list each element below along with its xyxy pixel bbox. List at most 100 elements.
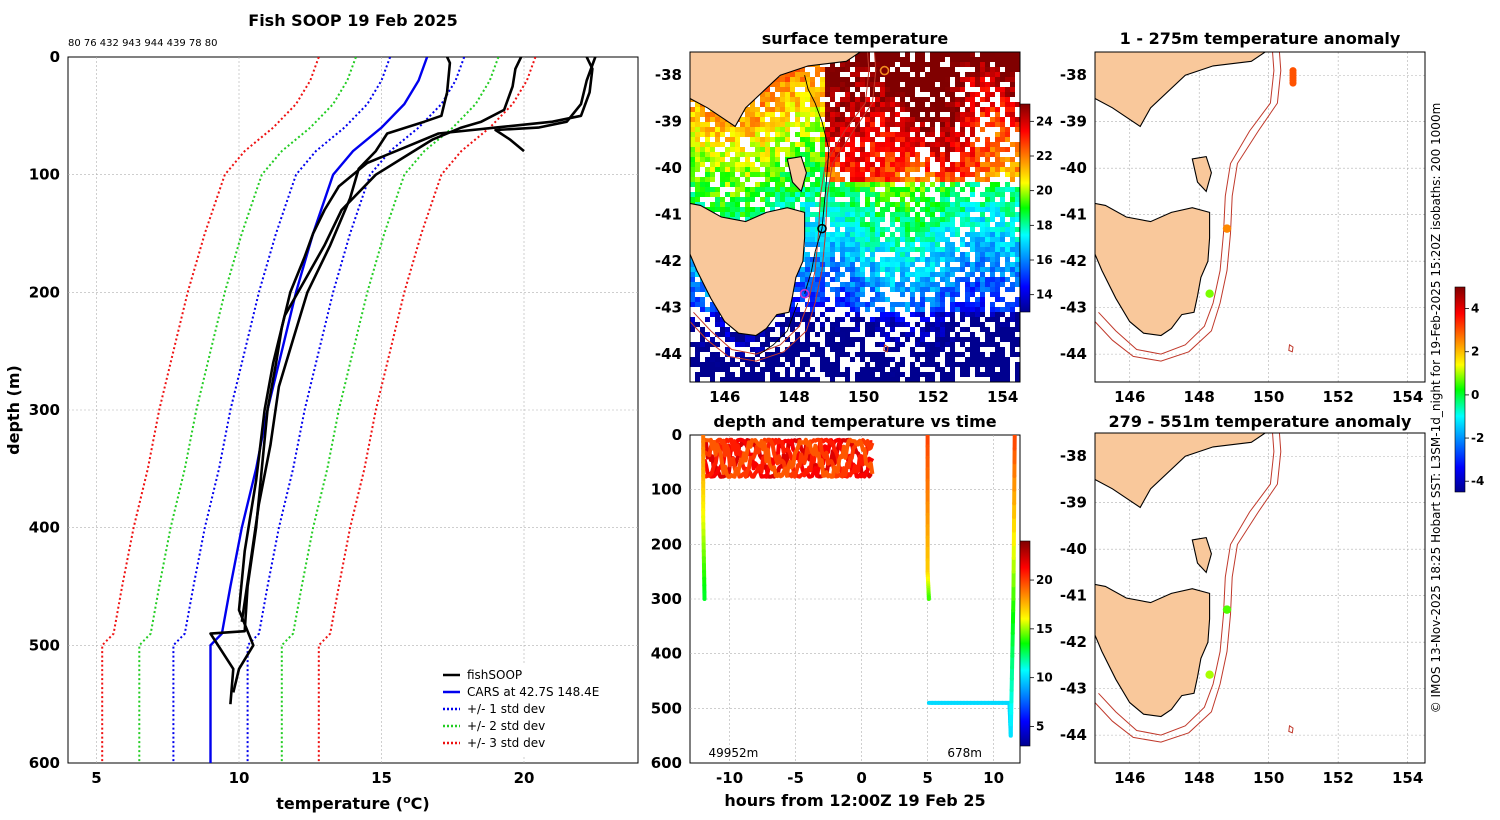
sst-cell bbox=[880, 227, 885, 232]
sst-cell bbox=[995, 172, 1000, 177]
sst-cell bbox=[995, 87, 1000, 92]
sst-cell bbox=[900, 122, 905, 127]
sst-cell bbox=[995, 162, 1000, 167]
sst-cell bbox=[970, 222, 975, 227]
sst-cell bbox=[900, 257, 905, 262]
sst-cell bbox=[975, 222, 980, 227]
sst-cell bbox=[740, 337, 745, 342]
sst-cell bbox=[850, 302, 855, 307]
sst-cell bbox=[885, 102, 890, 107]
time-data bbox=[701, 435, 1017, 738]
sst-cell bbox=[960, 112, 965, 117]
sst-cell bbox=[975, 102, 980, 107]
sst-cell bbox=[1010, 77, 1015, 82]
sst-cell bbox=[1000, 307, 1005, 312]
sst-cell bbox=[730, 132, 735, 137]
sst-cell bbox=[840, 67, 845, 72]
sst-cell bbox=[760, 137, 765, 142]
sst-cell bbox=[835, 117, 840, 122]
sst-cell bbox=[830, 117, 835, 122]
sst-cell bbox=[830, 187, 835, 192]
sst-cell bbox=[960, 352, 965, 357]
sst-cell bbox=[860, 97, 865, 102]
sst-cell bbox=[985, 317, 990, 322]
sst-cell bbox=[980, 282, 985, 287]
sst-cell bbox=[875, 52, 880, 57]
sst-cell bbox=[695, 112, 700, 117]
sst-cell bbox=[920, 242, 925, 247]
legend-label-std2: +/- 2 std dev bbox=[467, 719, 545, 733]
sst-cell bbox=[895, 172, 900, 177]
sst-cell bbox=[975, 252, 980, 257]
sst-cell bbox=[905, 57, 910, 62]
sst-cell bbox=[935, 347, 940, 352]
sst-cell bbox=[815, 342, 820, 347]
sst-cell bbox=[850, 217, 855, 222]
sst-cell bbox=[935, 112, 940, 117]
sst-cell bbox=[785, 117, 790, 122]
sst-cell bbox=[850, 207, 855, 212]
sst-cell bbox=[975, 157, 980, 162]
sst-cell bbox=[690, 262, 695, 267]
sst-cell bbox=[870, 112, 875, 117]
sst-cell bbox=[995, 282, 1000, 287]
anomaly-map-shallow: 1 - 275m temperature anomaly 146 148 150 15… bbox=[1060, 29, 1426, 406]
sst-cell bbox=[725, 327, 730, 332]
sst-cell bbox=[925, 262, 930, 267]
sst-cell bbox=[1000, 267, 1005, 272]
sst-cell bbox=[840, 317, 845, 322]
sst-cell bbox=[905, 172, 910, 177]
sst-cell bbox=[810, 122, 815, 127]
sst-cell bbox=[875, 237, 880, 242]
sst-cell bbox=[765, 107, 770, 112]
sst-cell bbox=[955, 212, 960, 217]
sst-cell bbox=[860, 377, 865, 382]
sst-cell bbox=[905, 117, 910, 122]
sst-cell bbox=[735, 197, 740, 202]
sst-cell bbox=[750, 117, 755, 122]
sst-cell bbox=[990, 372, 995, 377]
sst-cell bbox=[845, 312, 850, 317]
sst-cell bbox=[865, 187, 870, 192]
sst-cell bbox=[870, 152, 875, 157]
sst-cell bbox=[800, 77, 805, 82]
sst-cell bbox=[700, 157, 705, 162]
sst-cell bbox=[900, 137, 905, 142]
sst-cell bbox=[905, 212, 910, 217]
sst-cell bbox=[860, 107, 865, 112]
sst-cell bbox=[840, 207, 845, 212]
sst-cell bbox=[725, 207, 730, 212]
sst-cell bbox=[980, 372, 985, 377]
sst-cell bbox=[830, 247, 835, 252]
sst-cell bbox=[765, 337, 770, 342]
sst-cell bbox=[860, 267, 865, 272]
sst-cell bbox=[765, 167, 770, 172]
sst-cell bbox=[795, 147, 800, 152]
sst-cell bbox=[980, 57, 985, 62]
sst-cell bbox=[910, 347, 915, 352]
sst-cell bbox=[805, 122, 810, 127]
sst-cell bbox=[930, 272, 935, 277]
sst-cell bbox=[825, 257, 830, 262]
sst-cell bbox=[940, 247, 945, 252]
sst-cell bbox=[945, 52, 950, 57]
sst-cell bbox=[855, 337, 860, 342]
sst-cell bbox=[1015, 187, 1020, 192]
sst-cell bbox=[890, 222, 895, 227]
sst-cell bbox=[990, 77, 995, 82]
sst-cell bbox=[815, 67, 820, 72]
sst-cell bbox=[875, 247, 880, 252]
sst-cell bbox=[950, 102, 955, 107]
sst-cell bbox=[1005, 307, 1010, 312]
sst-cell bbox=[805, 142, 810, 147]
sst-cell bbox=[865, 322, 870, 327]
sst-cell bbox=[840, 117, 845, 122]
sst-cell bbox=[895, 57, 900, 62]
sst-cell bbox=[760, 147, 765, 152]
sst-cell bbox=[905, 207, 910, 212]
sst-cell bbox=[970, 282, 975, 287]
sst-cell bbox=[920, 312, 925, 317]
sst-cell bbox=[870, 147, 875, 152]
sst-cell bbox=[810, 257, 815, 262]
